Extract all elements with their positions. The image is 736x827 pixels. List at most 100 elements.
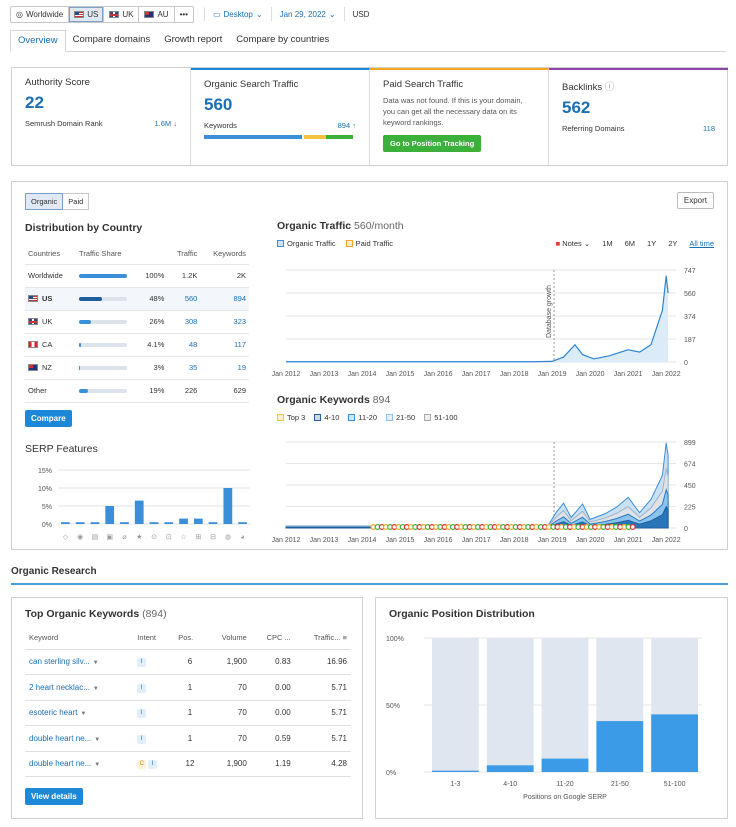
position-bar[interactable] <box>541 758 589 772</box>
country-name: Other <box>28 386 47 395</box>
notes-dropdown[interactable]: ■ Notes ⌄ <box>555 239 591 248</box>
date-dropdown[interactable]: Jan 29, 2022 ⌄ <box>270 7 344 21</box>
toggle-paid[interactable]: Paid <box>63 193 90 210</box>
chevron-down-icon[interactable]: ▼ <box>94 762 101 769</box>
tab-compare-domains[interactable]: Compare domains <box>72 34 151 45</box>
traffic-share-bar <box>79 297 128 301</box>
traffic-value[interactable]: 308 <box>167 310 201 334</box>
country-row[interactable]: Other 19% 226 629 <box>25 379 249 403</box>
position-bar[interactable] <box>432 770 479 772</box>
serp-bar[interactable] <box>134 500 144 524</box>
referring-domains-value[interactable]: 118 <box>703 124 715 133</box>
traffic-value[interactable]: 1.2K <box>167 264 201 288</box>
serp-bar[interactable] <box>105 506 115 524</box>
country-row[interactable]: Worldwide 100% 1.2K 2K <box>25 264 249 288</box>
backlinks-card[interactable]: Backlinks ⓘ 562 Referring Domains 118 <box>549 68 728 165</box>
us-flag-icon <box>28 295 38 302</box>
keyword-row[interactable]: double heart ne... ▼ I 1 70 0.59 5.71 <box>25 725 351 752</box>
traffic-share-bar <box>79 320 128 324</box>
tab-compare-by-countries[interactable]: Compare by countries <box>236 34 330 45</box>
col-traffic-sort[interactable]: Traffic... ≡ <box>294 627 351 650</box>
serp-bar[interactable] <box>90 522 100 524</box>
country-row[interactable]: UK 26% 308 323 <box>25 310 249 334</box>
serp-bar[interactable] <box>120 522 129 524</box>
compare-button[interactable]: Compare <box>25 410 72 427</box>
db-uk[interactable]: UK <box>104 6 140 22</box>
domain-rank-value[interactable]: 1.6M <box>154 119 172 128</box>
range-6m[interactable]: 6M <box>624 239 636 248</box>
keyword-link[interactable]: can sterling silv... <box>29 657 90 667</box>
tab-overview[interactable]: Overview <box>10 30 66 52</box>
traffic-value[interactable]: 48 <box>167 333 201 357</box>
x-axis-label: Positions on Google SERP <box>523 794 607 801</box>
legend-paid-traffic[interactable]: Paid Traffic <box>345 239 393 248</box>
tab-growth-report[interactable]: Growth report <box>164 34 223 45</box>
serp-bar[interactable] <box>75 522 85 524</box>
keyword-row[interactable]: esoteric heart ▼ I 1 70 0.00 5.71 <box>25 700 351 726</box>
chevron-down-icon[interactable]: ▼ <box>92 685 99 692</box>
keyword-link[interactable]: esoteric heart <box>29 708 78 718</box>
range-2y[interactable]: 2Y <box>668 239 678 248</box>
keyword-row[interactable]: double heart ne... ▼ C I 12 1,900 1.19 4.28 <box>25 751 351 777</box>
keywords-value[interactable]: 323 <box>200 310 249 334</box>
view-details-button[interactable]: View details <box>25 788 83 805</box>
legend-organic-traffic[interactable]: Organic Traffic <box>277 239 336 248</box>
serp-bar[interactable] <box>193 518 203 524</box>
serp-bar[interactable] <box>61 522 70 524</box>
serp-feature-icon: ⊙ <box>151 534 157 541</box>
db-au[interactable]: AU <box>139 6 175 22</box>
legend-top3[interactable]: Top 3 <box>277 413 305 422</box>
keyword-link[interactable]: 2 heart necklac... <box>29 682 90 692</box>
keyword-row[interactable]: can sterling silv... ▼ I 6 1,900 0.83 16.96 <box>25 649 351 675</box>
authority-score-card[interactable]: Authority Score 22 Semrush Domain Rank 1… <box>12 68 191 165</box>
chevron-down-icon[interactable]: ▼ <box>92 660 99 667</box>
country-row[interactable]: CA 4.1% 48 117 <box>25 333 249 357</box>
range-1m[interactable]: 1M <box>602 239 613 248</box>
range-all-time[interactable]: All time <box>689 239 714 248</box>
keywords-value[interactable]: 2K <box>200 264 249 288</box>
traffic-value[interactable]: 226 <box>167 379 201 403</box>
keywords-value[interactable]: 894 <box>337 121 351 130</box>
serp-bar[interactable] <box>208 522 218 524</box>
device-dropdown[interactable]: ▭ Desktop ⌄ <box>203 7 271 21</box>
position-bar[interactable] <box>651 714 698 772</box>
us-flag-icon <box>74 10 85 18</box>
country-row[interactable]: US 48% 560 894 <box>25 287 249 311</box>
serp-bar[interactable] <box>164 522 174 524</box>
chevron-down-icon[interactable]: ▼ <box>94 736 101 743</box>
db-us[interactable]: US <box>69 6 105 22</box>
country-row[interactable]: NZ 3% 35 19 <box>25 356 249 380</box>
toggle-organic[interactable]: Organic <box>25 193 64 210</box>
globe-icon: ◎ <box>16 9 23 19</box>
serp-bar[interactable] <box>179 518 188 524</box>
keywords-value[interactable]: 629 <box>200 379 249 403</box>
organic-traffic-chart-subtitle: 560/month <box>354 220 404 232</box>
keywords-value[interactable]: 894 <box>200 287 249 311</box>
db-more-button[interactable]: ••• <box>179 9 188 19</box>
legend-51-100[interactable]: 51-100 <box>424 413 458 422</box>
position-bar[interactable] <box>486 765 534 772</box>
position-bar[interactable] <box>596 721 644 772</box>
serp-bar[interactable] <box>223 488 233 524</box>
info-icon[interactable]: ⓘ <box>604 82 615 93</box>
db-worldwide[interactable]: ◎ Worldwide <box>11 6 70 22</box>
legend-4-10[interactable]: 4-10 <box>314 413 339 422</box>
legend-11-20[interactable]: 11-20 <box>348 413 377 422</box>
keyword-row[interactable]: 2 heart necklac... ▼ I 1 70 0.00 5.71 <box>25 674 351 701</box>
keywords-value[interactable]: 117 <box>200 333 249 357</box>
serp-bar[interactable] <box>238 522 247 524</box>
note-marker[interactable] <box>629 523 636 530</box>
keywords-value[interactable]: 19 <box>200 356 249 380</box>
export-button[interactable]: Export <box>676 192 714 209</box>
organic-traffic-card[interactable]: Organic Search Traffic 560 Keywords 894 … <box>191 68 370 165</box>
legend-21-50[interactable]: 21-50 <box>386 413 415 422</box>
position-tracking-button[interactable]: Go to Position Tracking <box>383 135 482 152</box>
x-tick-label: 51-100 <box>664 781 686 788</box>
keyword-link[interactable]: double heart ne... <box>29 759 92 769</box>
keyword-link[interactable]: double heart ne... <box>29 733 92 743</box>
chevron-down-icon[interactable]: ▼ <box>80 711 87 718</box>
range-1y[interactable]: 1Y <box>647 239 657 248</box>
traffic-value[interactable]: 560 <box>167 287 201 311</box>
serp-bar[interactable] <box>149 522 159 524</box>
traffic-value[interactable]: 35 <box>167 356 201 380</box>
